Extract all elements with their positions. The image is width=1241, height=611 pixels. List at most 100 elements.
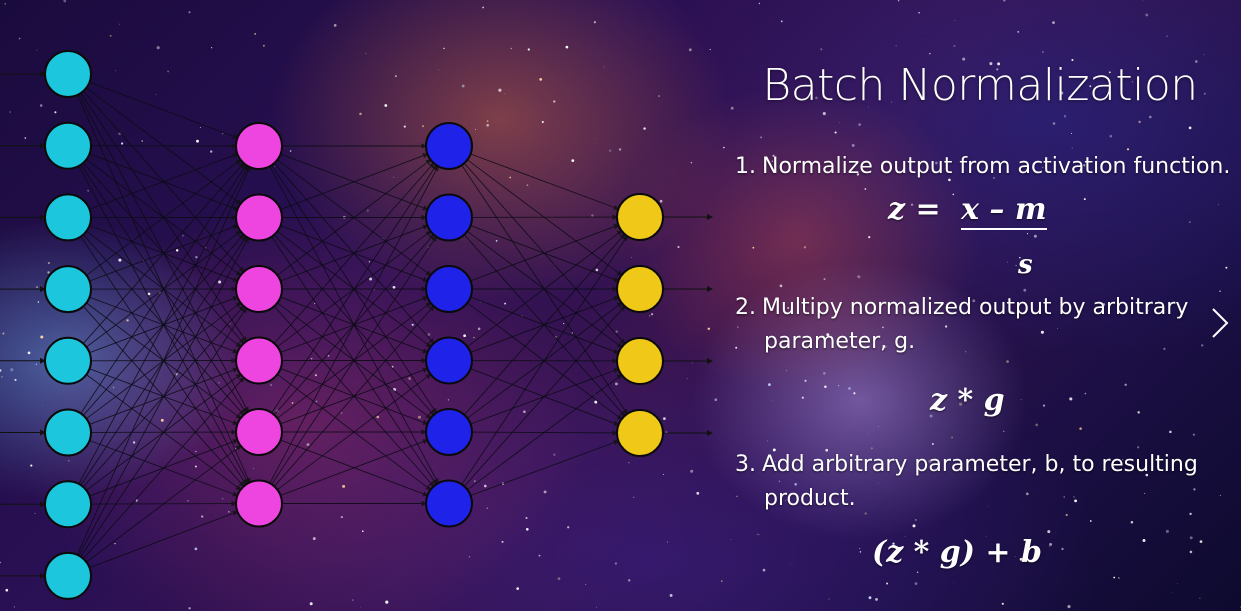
star [1203,54,1205,56]
star [571,159,575,162]
step-1-number: 1. [735,154,756,179]
star [736,326,739,328]
star [686,378,688,380]
star [768,383,771,386]
star [944,167,945,169]
star [10,368,14,372]
star [690,469,694,473]
star [859,548,861,550]
star [306,443,310,447]
star [1137,411,1140,414]
star [1014,556,1016,557]
star [1199,597,1201,599]
star [884,345,887,349]
star [362,530,364,532]
star [783,87,786,89]
star [651,313,654,316]
star [479,301,481,303]
star [1189,536,1193,540]
star [900,206,904,210]
star [1137,446,1140,449]
star [210,47,213,49]
star [156,46,160,50]
step-2-number: 2. [735,295,756,320]
star [633,496,635,498]
network-connection [470,224,620,282]
network-connection [467,230,623,348]
formula-normalize: z = x – m [888,192,1047,230]
star [539,78,543,81]
star [309,602,313,606]
star [870,447,873,450]
star [35,363,38,365]
star [194,547,198,551]
star [1042,51,1044,53]
step-1: 1. Normalize output from activation funct… [735,150,1230,184]
star [760,136,763,139]
star [437,69,440,71]
star [395,75,397,77]
star [1079,427,1082,430]
star [707,327,711,331]
star [120,142,124,145]
star [997,62,1001,66]
star [2,332,5,335]
star [910,203,914,206]
star [778,480,781,483]
star [525,516,528,520]
star [126,319,129,322]
star [858,123,861,126]
star [823,372,826,375]
star [853,392,856,395]
star [823,278,826,281]
star [953,44,956,48]
star [504,93,506,95]
star [473,480,476,483]
star [474,129,476,131]
star [659,199,663,203]
network-connection [80,307,247,558]
star [87,190,89,192]
network-connection [463,233,626,416]
star [1003,0,1006,2]
star [649,315,651,317]
star [614,562,618,565]
star [1006,261,1008,263]
star [68,460,70,462]
step-3-number: 3. [735,452,756,477]
star [27,351,31,355]
star [384,104,388,107]
star [1169,430,1172,434]
star [1219,290,1221,292]
hidden-layer-2-node [425,193,473,242]
input-layer-node [44,265,92,314]
star [501,540,504,543]
star [516,587,520,590]
star [736,495,738,497]
star [141,140,143,142]
star [756,533,758,535]
star [135,499,138,502]
star [1,376,3,378]
star [787,306,790,310]
network-connection [271,164,437,414]
star [1138,120,1141,124]
input-layer-node [44,551,92,600]
network-connection [89,510,239,569]
star [596,138,598,139]
chevron-right-icon[interactable] [1208,305,1232,341]
star [593,21,596,24]
star [868,236,871,239]
star [359,112,362,116]
star [1006,360,1009,363]
star [1130,520,1134,524]
star [463,334,466,338]
star [826,333,830,337]
formula-shift: (z * g) + b [872,535,1042,570]
star [314,374,317,377]
network-connection [467,374,623,491]
star [482,6,484,9]
star [951,436,954,439]
star [931,443,934,445]
star [859,551,862,553]
